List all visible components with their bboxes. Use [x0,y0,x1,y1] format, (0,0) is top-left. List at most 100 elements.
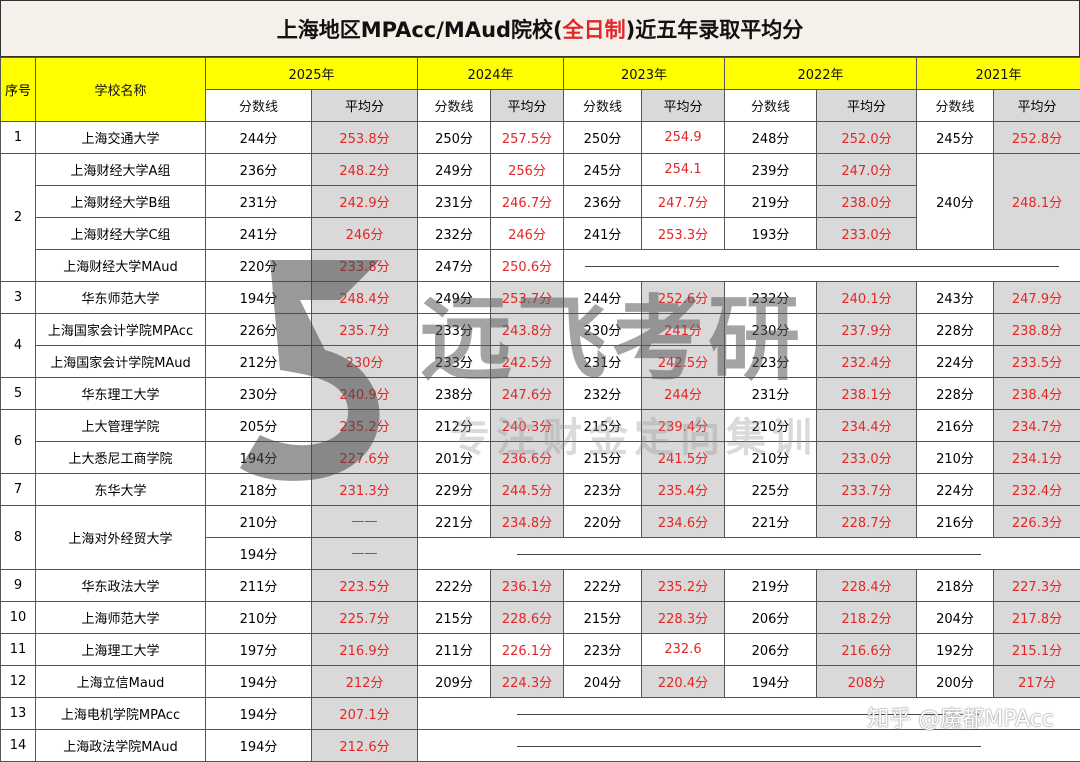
avg-cell: 242.9分 [312,186,418,218]
table-row: 6 上大管理学院 205分 235.2分 212分 240.3分 215分 23… [1,410,1080,442]
score-line-cell: 194分 [206,282,312,314]
avg-cell: 231.3分 [312,474,418,506]
seq-header: 序号 [1,58,36,122]
avg-cell: 235.2分 [312,410,418,442]
school-cell: 上海财经大学A组 [36,154,206,186]
seq-cell: 5 [1,378,36,410]
score-line-cell: 218分 [206,474,312,506]
seq-cell: 14 [1,730,36,762]
avg-cell: 250.6分 [491,250,564,282]
avg-cell: 240.3分 [491,410,564,442]
seq-cell: 13 [1,698,36,730]
avg-cell: 236.1分 [491,570,564,602]
score-line-cell: 225分 [725,474,817,506]
score-line-cell: 219分 [725,186,817,218]
avg-cell: 246分 [312,218,418,250]
avg-cell: 224.3分 [491,666,564,698]
avg-header: 平均分 [994,90,1080,122]
seq-cell: 6 [1,410,36,474]
avg-cell: 218.2分 [817,602,917,634]
avg-cell: 227.6分 [312,442,418,474]
score-line-cell: 192分 [917,634,994,666]
score-line-cell: 222分 [564,570,642,602]
score-line-cell: 205分 [206,410,312,442]
year-header-2022: 2022年 [725,58,917,90]
avg-cell: 234.7分 [994,410,1080,442]
avg-cell: 237.9分 [817,314,917,346]
score-line-header: 分数线 [206,90,312,122]
score-table: 序号 学校名称 2025年 2024年 2023年 2022年 2021年 分数… [0,57,1080,762]
avg-cell: 226.1分 [491,634,564,666]
score-line-cell: 228分 [917,378,994,410]
avg-cell: 243.8分 [491,314,564,346]
score-line-cell: 231分 [564,346,642,378]
avg-cell: 230分 [312,346,418,378]
score-line-cell: 236分 [564,186,642,218]
score-line-cell: 204分 [917,602,994,634]
year-header-2021: 2021年 [917,58,1080,90]
school-cell: 上海财经大学C组 [36,218,206,250]
avg-header: 平均分 [312,90,418,122]
avg-cell: 242.5分 [642,346,725,378]
score-line-cell: 250分 [418,122,491,154]
table-row: 9 华东政法大学 211分 223.5分 222分 236.1分 222分 23… [1,570,1080,602]
avg-cell: 232.4分 [817,346,917,378]
score-line-cell: 233分 [418,346,491,378]
score-line-cell: 232分 [725,282,817,314]
school-cell: 上海立信Maud [36,666,206,698]
score-line-cell: 231分 [725,378,817,410]
score-line-cell: 232分 [418,218,491,250]
score-line-cell: 223分 [564,634,642,666]
score-line-cell: 221分 [418,506,491,538]
score-line-header: 分数线 [725,90,817,122]
table-row: 上大悉尼工商学院 194分 227.6分 201分 236.6分 215分 24… [1,442,1080,474]
score-line-cell: 206分 [725,634,817,666]
school-cell: 上海电机学院MPAcc [36,698,206,730]
score-line-header: 分数线 [418,90,491,122]
avg-cell: 252.6分 [642,282,725,314]
score-line-cell: 244分 [564,282,642,314]
avg-cell: 248.4分 [312,282,418,314]
avg-cell: 234.4分 [817,410,917,442]
avg-cell: 217.8分 [994,602,1080,634]
score-line-cell: 212分 [206,346,312,378]
school-cell: 上海政法学院MAud [36,730,206,762]
avg-cell: 241分 [642,314,725,346]
table-row: 上海国家会计学院MAud 212分 230分 233分 242.5分 231分 … [1,346,1080,378]
avg-cell: 220.4分 [642,666,725,698]
title-highlight: 全日制 [563,14,626,44]
score-line-cell: 249分 [418,282,491,314]
avg-cell: 236.6分 [491,442,564,474]
zhihu-watermark: 知乎 @魔都MPAcc [867,701,1054,733]
avg-cell: 239.4分 [642,410,725,442]
avg-cell: 234.6分 [642,506,725,538]
seq-cell: 10 [1,602,36,634]
school-cell: 华东理工大学 [36,378,206,410]
score-line-cell: 249分 [418,154,491,186]
avg-cell: 247.0分 [817,154,917,186]
score-line-cell: 210分 [725,410,817,442]
avg-cell: 238.1分 [817,378,917,410]
score-line-cell: 244分 [206,122,312,154]
no-data-cell [418,730,1080,762]
score-line-cell: 218分 [917,570,994,602]
school-cell: 上大悉尼工商学院 [36,442,206,474]
seq-cell: 4 [1,314,36,378]
score-line-cell: 239分 [725,154,817,186]
avg-cell: 234.1分 [994,442,1080,474]
avg-cell: 217分 [994,666,1080,698]
table-row: 2 上海财经大学A组 236分 248.2分 249分 256分 245分 25… [1,154,1080,186]
score-line-cell: 210分 [206,602,312,634]
score-line-cell: 209分 [418,666,491,698]
table-row: 8 上海对外经贸大学 210分 —— 221分 234.8分 220分 234.… [1,506,1080,538]
avg-cell: 247.7分 [642,186,725,218]
avg-cell: 227.3分 [994,570,1080,602]
avg-cell: 240.1分 [817,282,917,314]
school-cell: 华东师范大学 [36,282,206,314]
table-row: 4 上海国家会计学院MPAcc 226分 235.7分 233分 243.8分 … [1,314,1080,346]
avg-cell: 233.0分 [817,218,917,250]
score-line-cell: 215分 [418,602,491,634]
avg-cell: 241.5分 [642,442,725,474]
score-line-cell: 211分 [418,634,491,666]
score-line-cell: 219分 [725,570,817,602]
